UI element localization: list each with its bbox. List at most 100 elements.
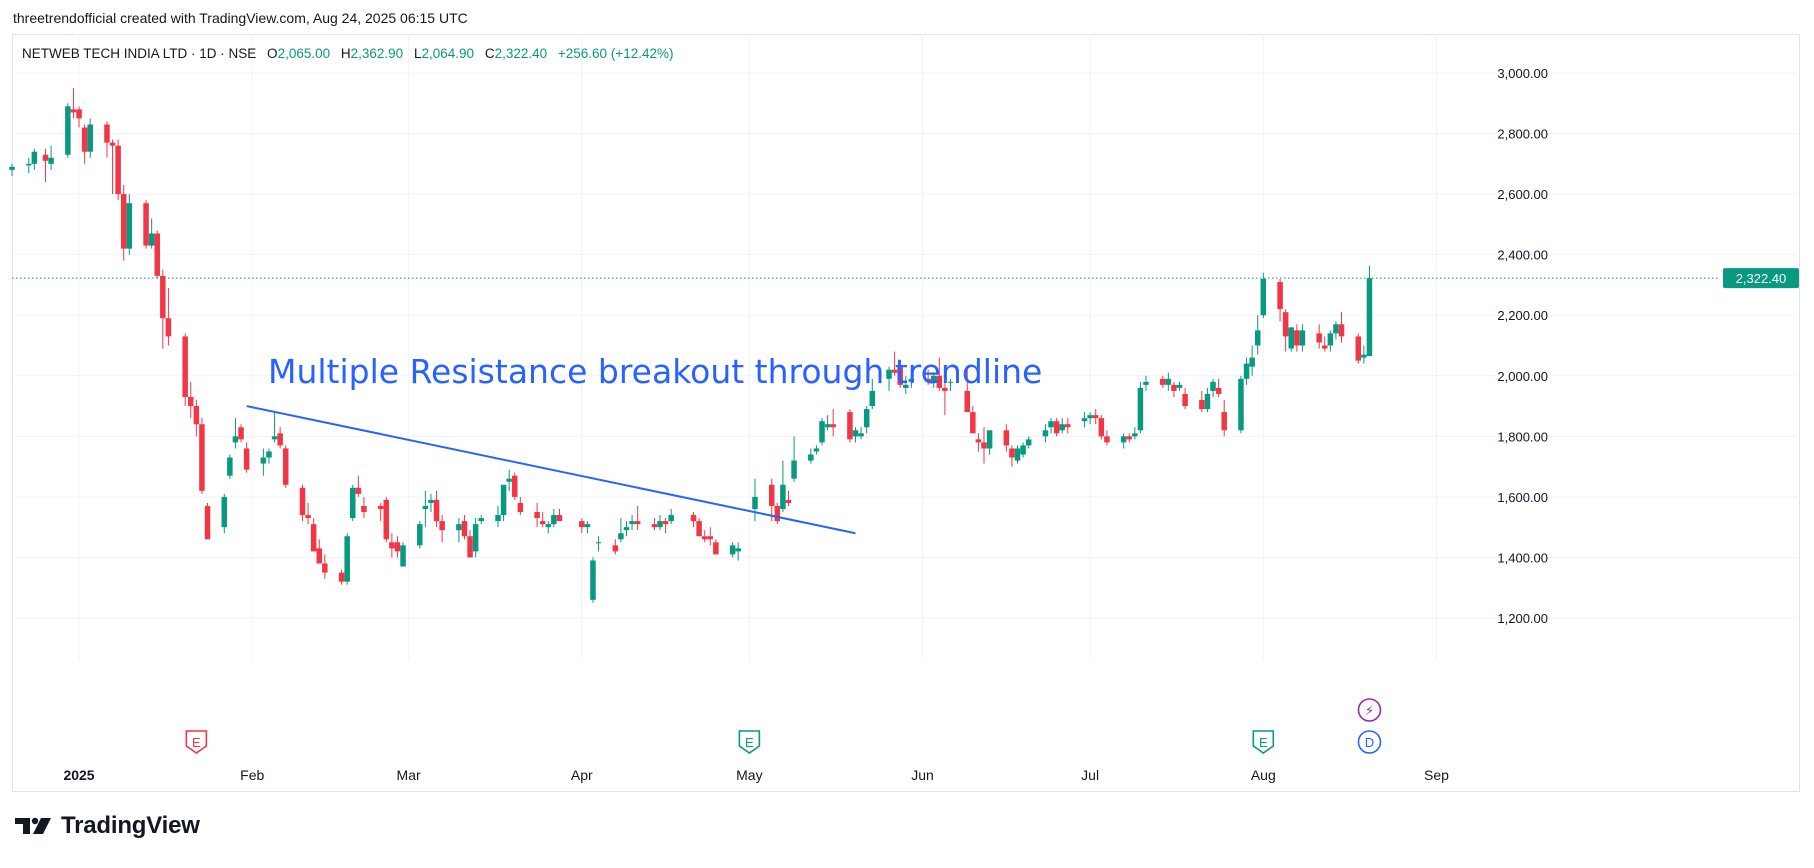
candle xyxy=(377,502,384,522)
candle xyxy=(785,490,792,506)
candle-body xyxy=(70,109,77,113)
candle-body xyxy=(863,409,870,428)
candle xyxy=(1059,418,1065,434)
candle-body xyxy=(344,536,350,582)
candle-body xyxy=(428,499,434,503)
candle xyxy=(545,521,552,534)
candle xyxy=(1238,375,1244,434)
candle xyxy=(232,418,239,449)
earnings-marker-label: E xyxy=(745,735,754,750)
chart-frame[interactable] xyxy=(12,34,1800,792)
candle xyxy=(713,539,719,555)
candle-body xyxy=(355,487,362,494)
close-value: 2,322.40 xyxy=(494,46,548,61)
candle xyxy=(791,436,797,482)
candle xyxy=(590,557,596,603)
candles xyxy=(9,88,1373,603)
x-tick-label: Jul xyxy=(1081,767,1099,783)
candle-body xyxy=(539,521,546,525)
candle xyxy=(1092,409,1099,425)
candle xyxy=(48,145,54,170)
candle xyxy=(813,445,820,455)
last-price-label: 2,322.40 xyxy=(1736,271,1787,286)
candle-body xyxy=(81,127,88,152)
candle xyxy=(1104,430,1110,446)
candle xyxy=(539,512,546,528)
candle-body xyxy=(690,515,697,522)
candle-body xyxy=(1059,424,1065,431)
candle-body xyxy=(1210,381,1216,391)
candle xyxy=(579,518,585,534)
candle-body xyxy=(942,387,948,391)
candle xyxy=(310,518,317,552)
candle xyxy=(299,484,306,522)
candle-body xyxy=(903,384,909,388)
split-marker-label: ⚡ xyxy=(1365,704,1374,719)
candle-body xyxy=(651,524,658,528)
candle-body xyxy=(1182,393,1188,407)
symbol-name[interactable]: NETWEB TECH INDIA LTD · 1D · NSE xyxy=(22,46,257,61)
candle xyxy=(500,484,507,522)
candle-body xyxy=(322,563,328,573)
candle-body xyxy=(76,109,82,119)
open-value: 2,065.00 xyxy=(277,46,331,61)
candle xyxy=(428,493,434,513)
candle-body xyxy=(729,545,736,555)
candle xyxy=(422,490,429,528)
candle xyxy=(634,505,641,531)
candle-body xyxy=(1294,330,1300,346)
x-tick-label: Jun xyxy=(911,767,934,783)
candle-body xyxy=(657,521,663,528)
tradingview-logo[interactable]: TradingView xyxy=(15,812,200,840)
candle-body xyxy=(1092,415,1099,419)
candle xyxy=(1165,372,1172,391)
candle xyxy=(612,539,619,555)
low-value: 2,064.90 xyxy=(421,46,475,61)
candle xyxy=(1020,442,1026,458)
candle xyxy=(1338,312,1345,343)
candle xyxy=(1014,445,1021,464)
candle-body xyxy=(1327,333,1334,346)
candle xyxy=(696,518,702,537)
candle-body xyxy=(701,536,708,540)
candle-body xyxy=(1249,357,1255,367)
y-tick-label: 1,200.00 xyxy=(1497,611,1548,626)
candle xyxy=(824,415,831,431)
candle-body xyxy=(456,524,462,531)
candle-body xyxy=(819,421,825,443)
candle-body xyxy=(964,390,970,413)
candle-body xyxy=(260,457,267,464)
candle-body xyxy=(785,499,792,503)
candle xyxy=(456,518,462,543)
candle xyxy=(975,433,982,452)
candle xyxy=(1249,345,1255,376)
high-value: 2,362.90 xyxy=(350,46,404,61)
candle xyxy=(148,218,155,249)
candle xyxy=(701,530,708,543)
candle-body xyxy=(299,487,306,516)
candle-body xyxy=(1126,436,1132,440)
candle-body xyxy=(1338,324,1345,337)
y-tick-label: 1,400.00 xyxy=(1497,550,1548,565)
candle-body xyxy=(1254,330,1261,346)
candle xyxy=(947,378,954,391)
candle-body xyxy=(31,151,38,164)
candle xyxy=(1221,400,1227,437)
candle-body xyxy=(1025,439,1032,446)
candle xyxy=(1243,357,1250,385)
x-tick-label: Mar xyxy=(397,767,421,783)
candle xyxy=(512,472,518,500)
candle xyxy=(768,478,775,522)
candle-body xyxy=(1020,445,1026,455)
candle xyxy=(930,372,937,388)
y-tick-label: 1,600.00 xyxy=(1497,490,1548,505)
candle-body xyxy=(752,496,758,509)
candle xyxy=(1132,427,1138,440)
candle-body xyxy=(735,548,741,552)
candle xyxy=(361,496,367,519)
candle xyxy=(1120,433,1127,449)
candle xyxy=(1316,324,1322,349)
candle-body xyxy=(193,406,200,425)
candle xyxy=(193,400,200,437)
